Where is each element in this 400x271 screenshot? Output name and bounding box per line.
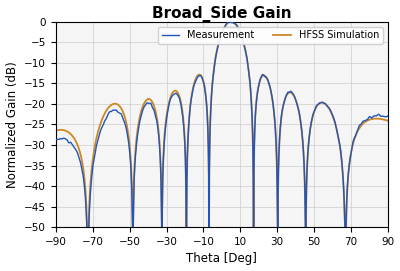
X-axis label: Theta [Deg]: Theta [Deg] — [186, 253, 257, 265]
HFSS Simulation — [146, 97, 151, 101]
HFSS Simulation — [254, 96, 259, 99]
HFSS Simulation — [386, 119, 390, 122]
Measurement — [260, 73, 265, 76]
HFSS Simulation — [354, 132, 359, 135]
Line: HFSS Simulation: HFSS Simulation — [56, 22, 388, 227]
Measurement — [354, 131, 359, 134]
Legend: Measurement, HFSS Simulation: Measurement, HFSS Simulation — [158, 27, 383, 44]
HFSS Simulation — [85, 225, 90, 229]
HFSS Simulation — [125, 125, 130, 128]
HFSS Simulation — [54, 129, 58, 132]
Measurement — [386, 114, 390, 118]
Measurement — [125, 131, 130, 134]
Y-axis label: Normalized Gain (dB): Normalized Gain (dB) — [6, 61, 18, 188]
Measurement — [385, 114, 390, 118]
HFSS Simulation — [385, 119, 390, 122]
Measurement — [84, 225, 89, 229]
Measurement — [226, 20, 231, 23]
Title: Broad_Side Gain: Broad_Side Gain — [152, 6, 292, 22]
Measurement — [254, 96, 259, 99]
Line: Measurement: Measurement — [56, 22, 388, 227]
Measurement — [54, 138, 58, 141]
HFSS Simulation — [229, 20, 234, 23]
HFSS Simulation — [260, 74, 265, 78]
Measurement — [146, 102, 151, 105]
